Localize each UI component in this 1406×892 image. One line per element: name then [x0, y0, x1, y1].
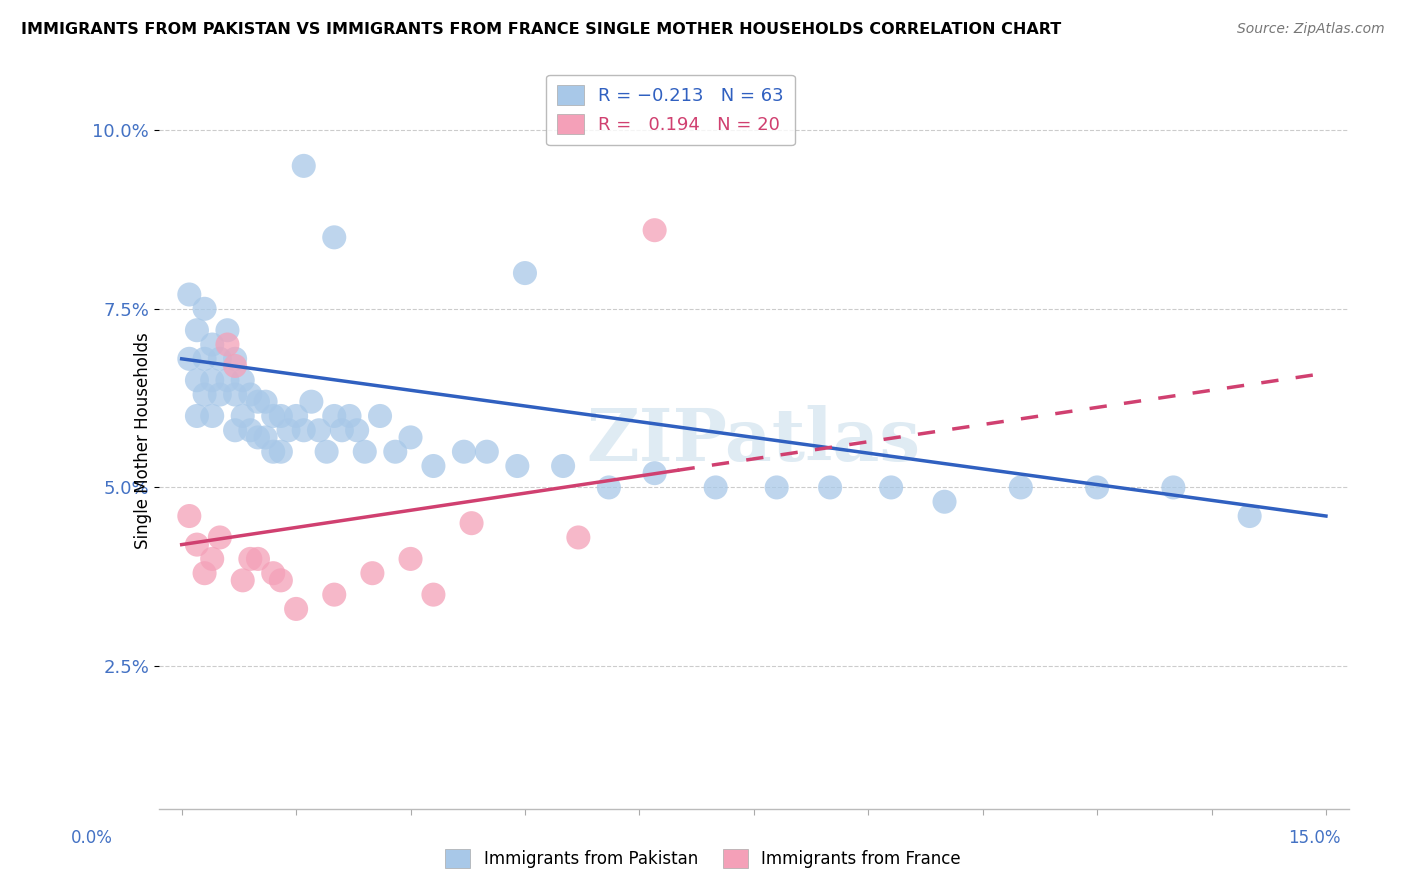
Point [232, 574, 254, 588]
Point [193, 351, 215, 366]
Point [186, 323, 208, 337]
Point [353, 444, 375, 458]
Point [262, 444, 284, 458]
Point [339, 409, 361, 423]
Text: ZIPatlas: ZIPatlas [586, 406, 921, 476]
Point [506, 458, 529, 473]
Point [513, 266, 536, 280]
Point [179, 509, 201, 524]
Point [422, 588, 444, 602]
Point [384, 444, 406, 458]
Point [644, 466, 666, 480]
Point [346, 423, 368, 437]
Point [460, 516, 482, 531]
Point [262, 409, 284, 423]
Point [277, 423, 299, 437]
Point [270, 444, 292, 458]
Point [553, 458, 575, 473]
Point [422, 458, 444, 473]
Point [193, 387, 215, 401]
Point [224, 423, 246, 437]
Point [254, 394, 277, 409]
Text: Source: ZipAtlas.com: Source: ZipAtlas.com [1237, 22, 1385, 37]
Point [1085, 480, 1108, 494]
Point [818, 480, 841, 494]
Point [208, 387, 231, 401]
Point [644, 223, 666, 237]
Point [1239, 509, 1261, 524]
Point [208, 351, 231, 366]
Legend: R = −0.213   N = 63, R =   0.194   N = 20: R = −0.213 N = 63, R = 0.194 N = 20 [546, 75, 794, 145]
Point [217, 373, 239, 387]
Point [285, 602, 308, 616]
Point [254, 430, 277, 444]
Point [224, 359, 246, 373]
Point [193, 301, 215, 316]
Point [179, 351, 201, 366]
Legend: Immigrants from Pakistan, Immigrants from France: Immigrants from Pakistan, Immigrants fro… [439, 843, 967, 875]
Point [315, 444, 337, 458]
Point [598, 480, 620, 494]
Point [399, 552, 422, 566]
Point [224, 351, 246, 366]
Point [453, 444, 475, 458]
Point [201, 373, 224, 387]
Point [323, 588, 346, 602]
Point [1163, 480, 1185, 494]
Point [704, 480, 727, 494]
Point [179, 287, 201, 301]
Point [239, 552, 262, 566]
Point [208, 531, 231, 545]
Point [246, 394, 269, 409]
Text: 0.0%: 0.0% [70, 829, 112, 847]
Point [292, 423, 315, 437]
Point [765, 480, 787, 494]
Point [323, 230, 346, 244]
Point [270, 409, 292, 423]
Point [239, 387, 262, 401]
Point [246, 430, 269, 444]
Point [292, 159, 315, 173]
Point [299, 394, 322, 409]
Point [201, 409, 224, 423]
Point [193, 566, 215, 581]
Point [330, 423, 353, 437]
Point [475, 444, 498, 458]
Point [934, 494, 956, 508]
Point [399, 430, 422, 444]
Point [323, 409, 346, 423]
Point [308, 423, 330, 437]
Point [246, 552, 269, 566]
Point [1010, 480, 1032, 494]
Point [201, 337, 224, 351]
Point [262, 566, 284, 581]
Point [201, 552, 224, 566]
Point [285, 409, 308, 423]
Point [186, 538, 208, 552]
Point [361, 566, 384, 581]
Point [368, 409, 391, 423]
Y-axis label: Single Mother Households: Single Mother Households [134, 333, 152, 549]
Point [224, 387, 246, 401]
Point [232, 373, 254, 387]
Point [270, 574, 292, 588]
Point [186, 409, 208, 423]
Text: IMMIGRANTS FROM PAKISTAN VS IMMIGRANTS FROM FRANCE SINGLE MOTHER HOUSEHOLDS CORR: IMMIGRANTS FROM PAKISTAN VS IMMIGRANTS F… [21, 22, 1062, 37]
Point [232, 409, 254, 423]
Text: 15.0%: 15.0% [1288, 829, 1341, 847]
Point [217, 323, 239, 337]
Point [186, 373, 208, 387]
Point [880, 480, 903, 494]
Point [217, 337, 239, 351]
Point [239, 423, 262, 437]
Point [567, 531, 589, 545]
